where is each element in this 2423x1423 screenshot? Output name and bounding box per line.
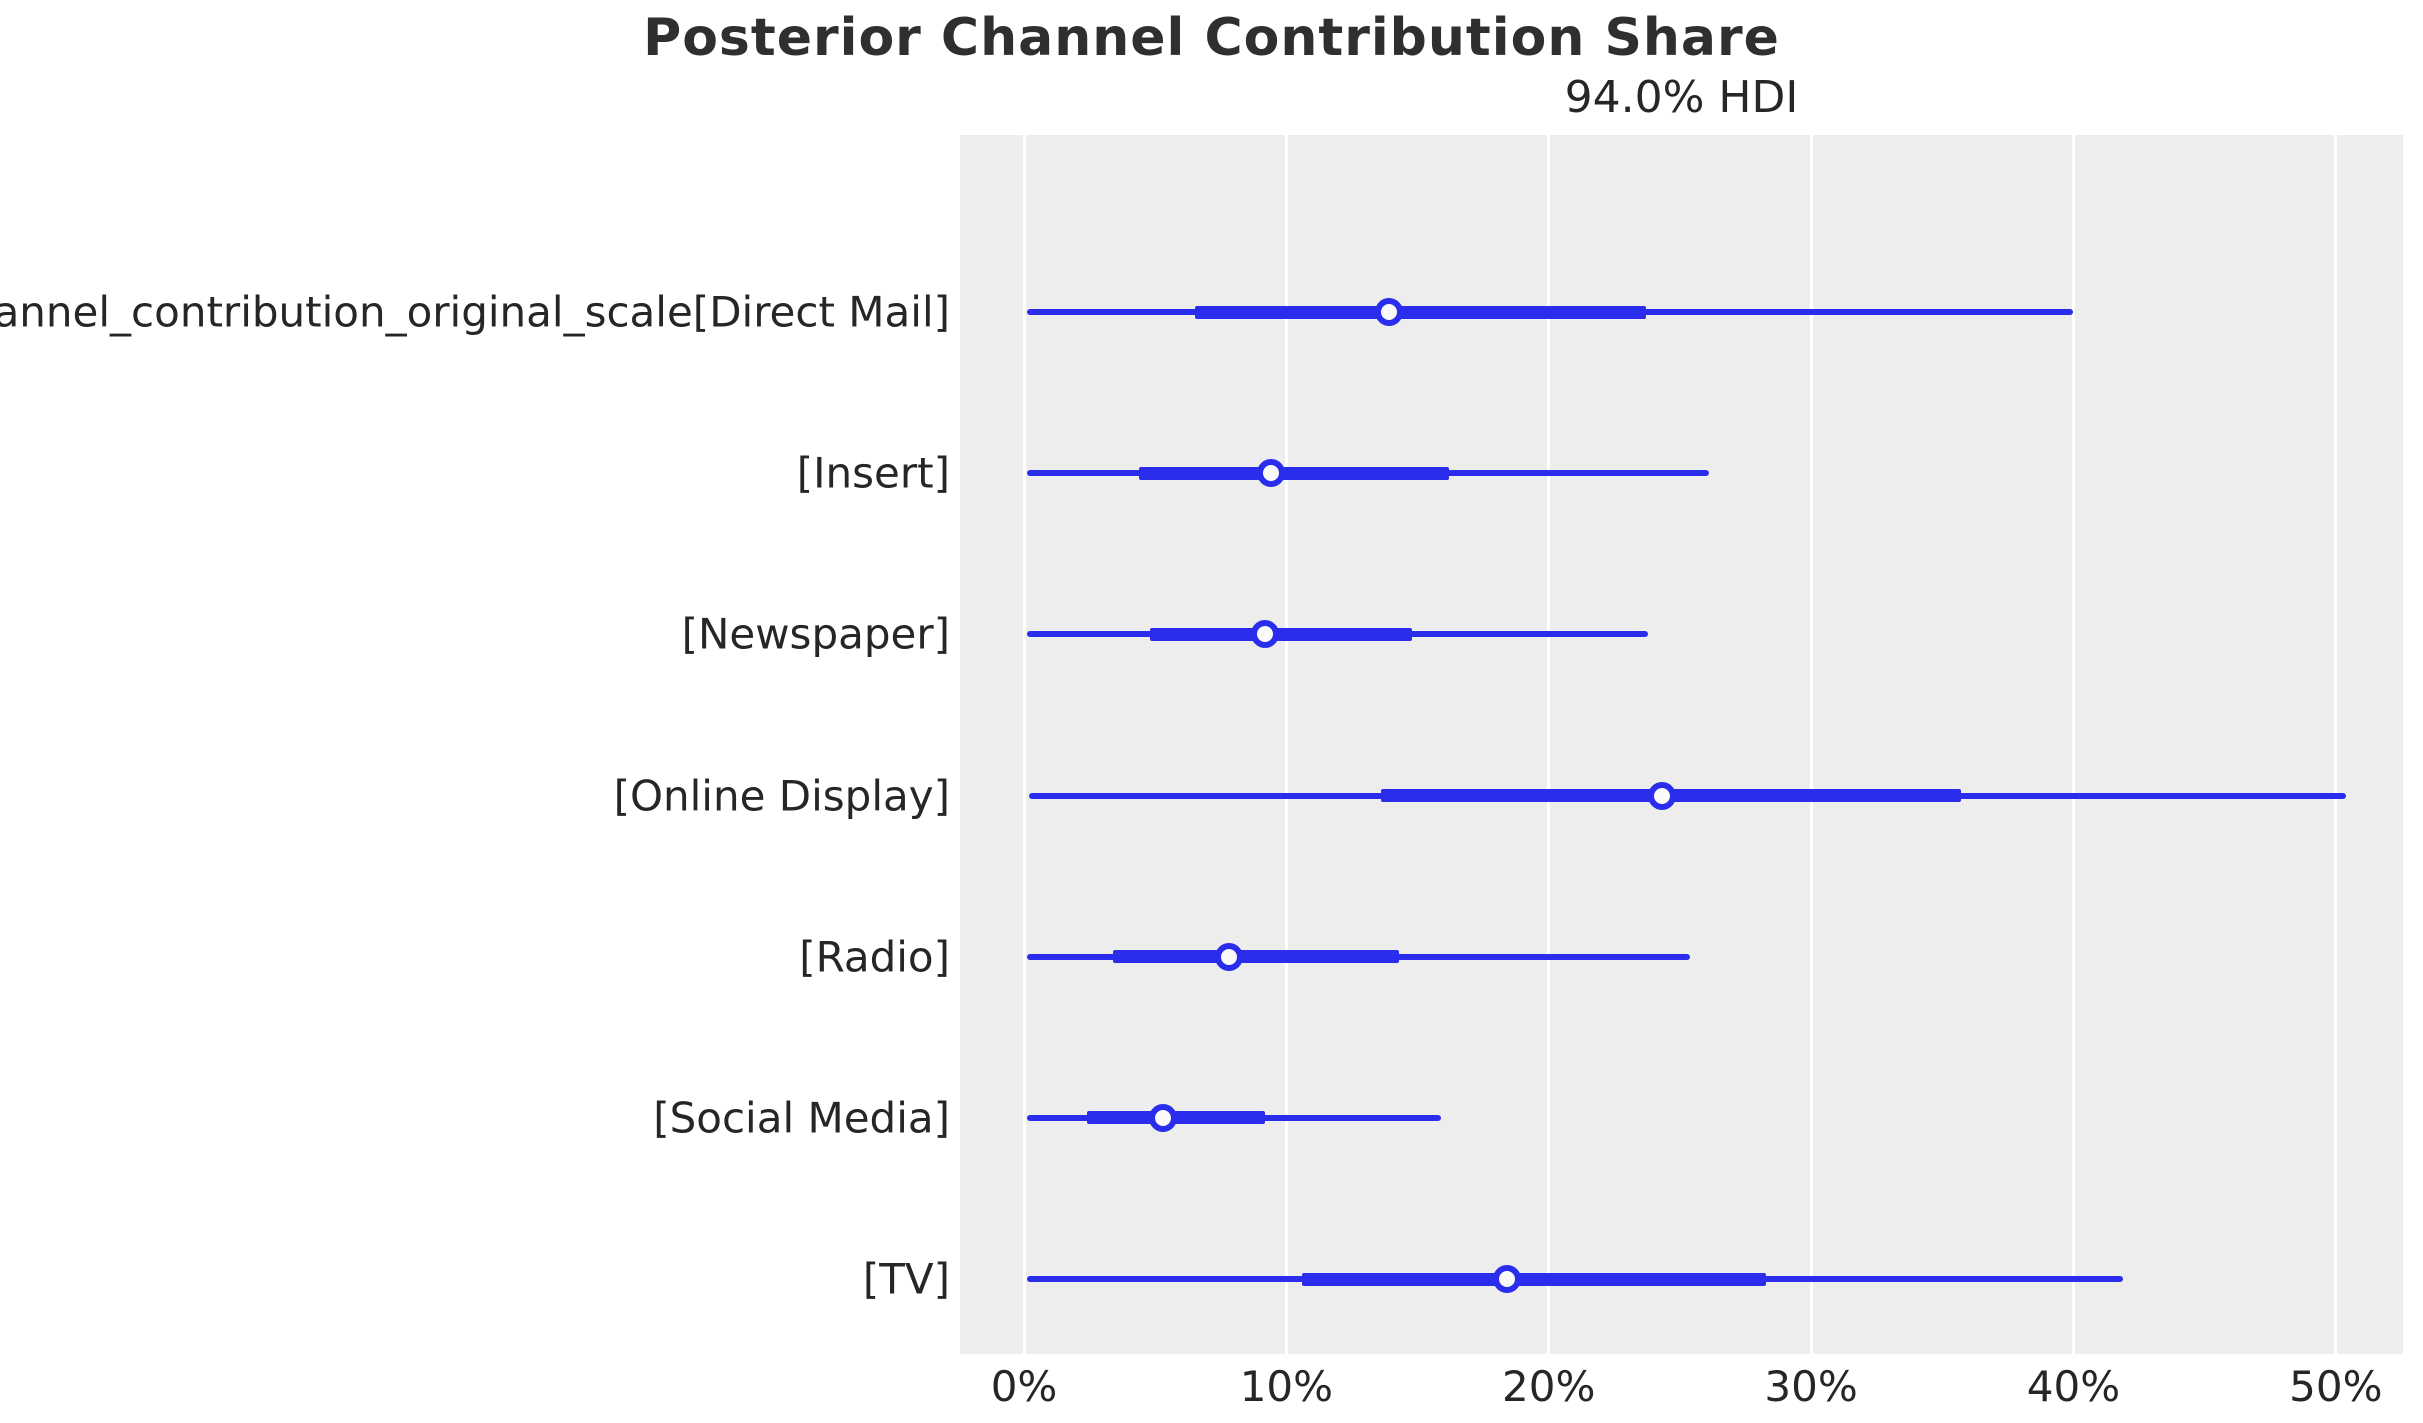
gridline	[1022, 135, 1026, 1354]
x-tick-label: 50%	[2289, 1362, 2383, 1411]
gridline	[1809, 135, 1813, 1354]
gridline	[1547, 135, 1551, 1354]
y-axis-label: [Online Display]	[613, 771, 950, 820]
hdi-subtitle: 94.0% HDI	[1564, 72, 1799, 123]
y-axis-label: [Social Media]	[653, 1093, 950, 1143]
point-estimate-marker	[1256, 459, 1285, 488]
x-tick-label: 20%	[1502, 1362, 1596, 1411]
point-estimate-marker	[1251, 620, 1280, 649]
gridline	[1284, 135, 1288, 1354]
quartile-line	[1113, 950, 1400, 964]
point-estimate-marker	[1647, 781, 1676, 810]
x-tick-label: 30%	[1764, 1362, 1858, 1411]
y-axis-label: [Insert]	[796, 448, 950, 498]
plot-area	[960, 135, 2403, 1354]
point-estimate-marker	[1149, 1103, 1178, 1132]
y-axis-label: [Newspaper]	[681, 609, 950, 659]
y-axis-label: channel_contribution_original_scale[Dire…	[0, 287, 950, 337]
x-tick-label: 0%	[990, 1362, 1058, 1411]
quartile-line	[1149, 627, 1413, 641]
point-estimate-marker	[1214, 942, 1243, 971]
x-tick-label: 40%	[2026, 1362, 2121, 1411]
x-tick-label: 10%	[1239, 1362, 1334, 1411]
quartile-line	[1139, 466, 1450, 480]
quartile-line	[1194, 305, 1646, 319]
y-axis-label: [TV]	[862, 1254, 950, 1304]
point-estimate-marker	[1374, 298, 1403, 326]
point-estimate-marker	[1492, 1265, 1521, 1294]
y-axis-label: [Radio]	[799, 932, 950, 982]
gridline	[2071, 135, 2075, 1354]
gridline	[2334, 135, 2338, 1354]
chart-title: Posterior Channel Contribution Share	[643, 8, 1780, 68]
quartile-line	[1302, 1272, 1767, 1286]
